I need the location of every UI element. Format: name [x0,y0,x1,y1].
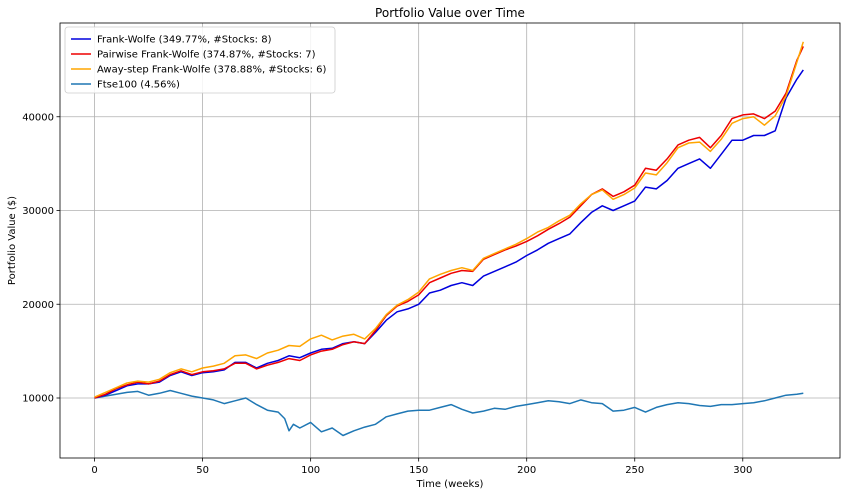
y-tick-label: 30000 [22,206,54,217]
y-tick-label: 20000 [22,300,54,311]
grid [60,23,840,458]
x-tick-label: 150 [409,465,428,476]
legend: Frank-Wolfe (349.77%, #Stocks: 8) Pairwis… [64,26,336,94]
x-tick-label: 300 [733,465,752,476]
legend-label: Away-step Frank-Wolfe (378.88%, #Stocks:… [97,65,326,76]
x-tick-label: 50 [196,465,209,476]
series-line-1 [94,46,804,399]
y-tick-label: 10000 [22,394,54,405]
y-tick-label: 40000 [22,112,54,123]
legend-label: Frank-Wolfe (349.77%, #Stocks: 8) [97,35,272,46]
plot-frame [59,22,841,459]
x-tick-label: 200 [517,465,536,476]
series-lines [94,41,805,437]
x-tick-label: 250 [625,465,644,476]
legend-label: Pairwise Frank-Wolfe (374.87%, #Stocks: … [97,50,316,61]
chart-title: Portfolio Value over Time [375,6,525,20]
x-axis-label: Time (weeks) [416,479,484,490]
y-axis-label: Portfolio Value ($) [7,196,18,285]
series-line-0 [94,69,804,399]
legend-label: Ftse100 (4.56%) [97,80,180,91]
series-line-3 [94,389,804,437]
axis-ticks: 0 50 100 150 200 250 300 10000 20000 30000 40000 [22,112,752,476]
x-tick-label: 100 [301,465,320,476]
legend-box [64,26,336,94]
x-tick-label: 0 [91,465,97,476]
series-line-2 [94,41,805,398]
